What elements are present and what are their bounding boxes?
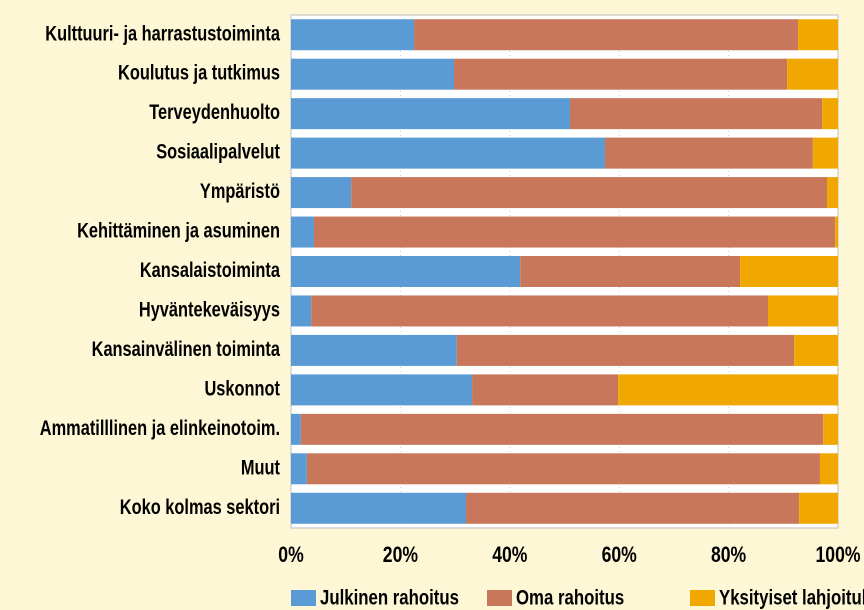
y-tick-label: Uskonnot <box>204 376 280 399</box>
bar-segment <box>291 374 473 406</box>
y-tick-label: Hyväntekeväisyys <box>139 298 280 321</box>
bar-segment <box>520 256 741 287</box>
bar-segment <box>618 374 838 406</box>
legend-swatch <box>690 590 715 606</box>
y-tick-label: Ympäristö <box>200 179 280 202</box>
bar-segment <box>291 413 301 445</box>
bar-segment <box>311 295 768 327</box>
bar-segment <box>827 177 838 209</box>
bar-segment <box>291 58 455 90</box>
y-tick-group: Kansalaistoiminta <box>140 258 281 281</box>
y-tick-group: Ympäristö <box>200 179 280 202</box>
bar-segment <box>291 295 312 327</box>
bar-segment <box>291 492 467 524</box>
bar-segment <box>313 216 836 248</box>
bar-segment <box>569 98 823 130</box>
bar-segment <box>466 492 800 524</box>
bar-segment <box>822 98 838 130</box>
bar-segment <box>291 256 521 287</box>
x-tick-group: 80% <box>711 543 746 567</box>
y-tick-label: Muut <box>241 455 281 478</box>
x-tick-label: 40% <box>492 543 527 567</box>
bar-segment <box>823 413 838 445</box>
bar-segment <box>291 177 352 209</box>
y-tick-label: Ammatilllinen ja elinkeinotoim. <box>40 416 280 439</box>
bar-segment <box>291 19 415 51</box>
x-tick-group: 100% <box>816 543 861 567</box>
y-tick-label: Kansainvälinen toiminta <box>92 337 281 360</box>
y-tick-group: Muut <box>241 455 281 478</box>
x-tick-group: 40% <box>492 543 527 567</box>
legend-group: Julkinen rahoitus <box>320 587 459 610</box>
y-tick-label: Kansalaistoiminta <box>140 258 281 281</box>
bar-segment <box>740 256 838 287</box>
y-tick-label: Sosiaalipalvelut <box>156 140 280 163</box>
y-tick-label: Koulutus ja tutkimus <box>118 61 280 84</box>
bar-segment <box>414 19 799 51</box>
bar-segment <box>799 492 838 524</box>
y-tick-group: Ammatilllinen ja elinkeinotoim. <box>40 416 280 439</box>
legend-swatch <box>487 590 512 606</box>
bar-segment <box>456 334 795 366</box>
y-tick-group: Kansainvälinen toiminta <box>92 337 281 360</box>
x-tick-label: 60% <box>602 543 637 567</box>
legend-label: Oma rahoitus <box>516 587 624 610</box>
bar-segment <box>835 216 838 248</box>
bar-segment <box>798 19 838 51</box>
y-tick-label: Kehittäminen ja asuminen <box>77 219 280 242</box>
bar-segment <box>819 453 838 485</box>
bar-segment <box>291 137 605 169</box>
bar-segment <box>787 58 838 90</box>
x-tick-label: 0% <box>278 543 304 567</box>
bar-segment <box>472 374 619 406</box>
y-tick-group: Koko kolmas sektori <box>120 495 280 518</box>
y-tick-group: Uskonnot <box>204 376 280 399</box>
bar-segment <box>454 58 788 90</box>
bar-segment <box>300 413 824 445</box>
bar-segment <box>767 295 838 327</box>
x-tick-label: 20% <box>383 543 418 567</box>
y-tick-label: Kulttuuri- ja harrastustoiminta <box>45 21 280 44</box>
y-tick-label: Koko kolmas sektori <box>120 495 280 518</box>
bar-segment <box>794 334 838 366</box>
y-tick-group: Kulttuuri- ja harrastustoiminta <box>45 21 280 44</box>
x-tick-group: 20% <box>383 543 418 567</box>
y-tick-group: Kehittäminen ja asuminen <box>77 219 280 242</box>
x-tick-group: 60% <box>602 543 637 567</box>
legend-swatch <box>291 590 316 606</box>
bar-segment <box>291 216 314 248</box>
x-tick-group: 0% <box>278 543 304 567</box>
x-tick-label: 80% <box>711 543 746 567</box>
y-tick-label: Terveydenhuolto <box>149 100 280 123</box>
bar-segment <box>291 334 457 366</box>
bar-segment <box>604 137 813 169</box>
legend-label: Julkinen rahoitus <box>320 587 459 610</box>
x-tick-label: 100% <box>816 543 861 567</box>
bar-segment <box>351 177 828 209</box>
bar-segment <box>291 453 307 485</box>
y-tick-group: Hyväntekeväisyys <box>139 298 280 321</box>
legend-group: Yksityiset lahjoitukset <box>719 587 864 610</box>
y-tick-group: Terveydenhuolto <box>149 100 280 123</box>
y-tick-group: Koulutus ja tutkimus <box>118 61 280 84</box>
bar-segment <box>306 453 820 485</box>
bar-segment <box>291 98 570 130</box>
legend-label: Yksityiset lahjoitukset <box>719 587 864 610</box>
y-tick-group: Sosiaalipalvelut <box>156 140 280 163</box>
bar-segment <box>812 137 838 169</box>
legend-group: Oma rahoitus <box>516 587 624 610</box>
